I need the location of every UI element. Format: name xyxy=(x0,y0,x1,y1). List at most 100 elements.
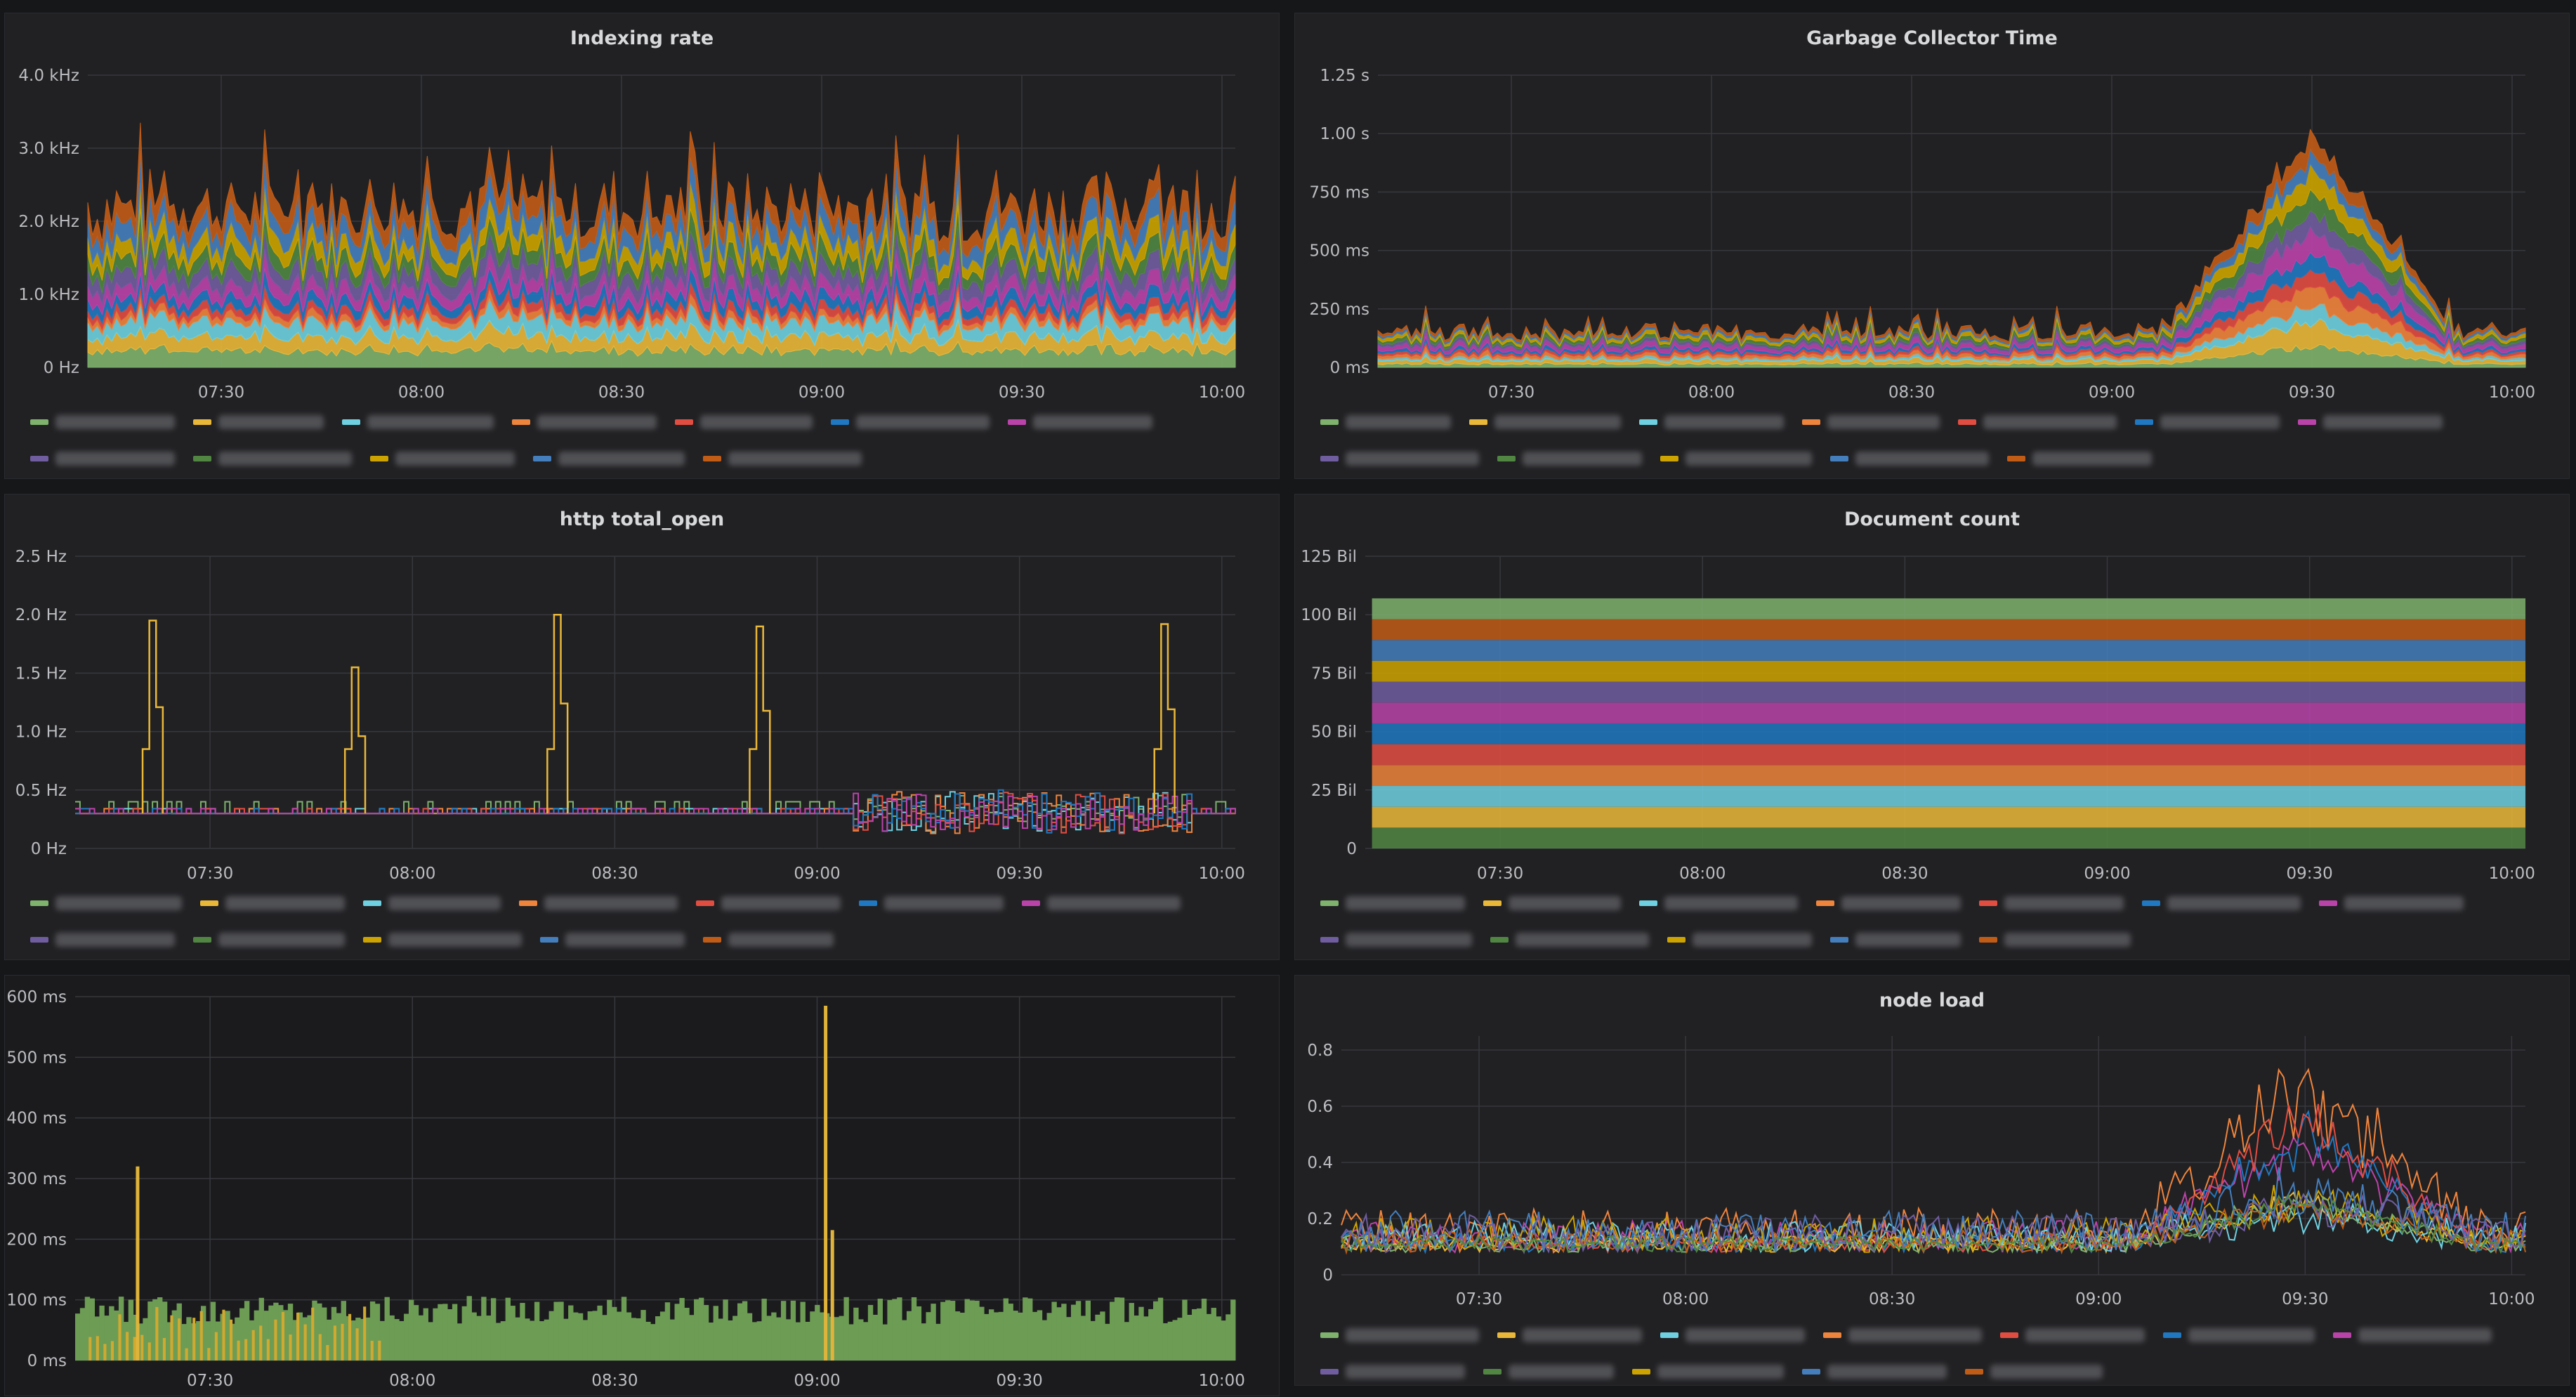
panel-title[interactable]: node load xyxy=(1879,990,1985,1011)
panel-title[interactable]: Indexing rate xyxy=(570,27,714,49)
legend-item[interactable] xyxy=(363,896,501,910)
bar xyxy=(1129,1303,1134,1360)
legend-item[interactable] xyxy=(1483,896,1621,910)
legend-item[interactable] xyxy=(1830,933,1961,947)
legend-item[interactable] xyxy=(1008,415,1152,429)
series-area xyxy=(87,122,1236,259)
bar xyxy=(515,1317,520,1360)
bar xyxy=(1061,1304,1067,1360)
legend-item[interactable] xyxy=(2000,1328,2145,1342)
legend-item[interactable] xyxy=(1639,415,1784,429)
bar-yellow xyxy=(192,1318,196,1360)
legend-item[interactable] xyxy=(1320,1365,1465,1379)
legend-item[interactable] xyxy=(1483,1365,1614,1379)
legend-item[interactable] xyxy=(2135,415,2280,429)
legend-item[interactable] xyxy=(2319,896,2464,910)
legend-item[interactable] xyxy=(1979,896,2124,910)
bar xyxy=(582,1320,589,1360)
legend-item[interactable] xyxy=(1320,896,1465,910)
legend-item[interactable] xyxy=(519,896,678,910)
legend-item[interactable] xyxy=(703,452,862,466)
bar xyxy=(379,1320,386,1360)
legend-item[interactable] xyxy=(2163,1328,2315,1342)
legend-item[interactable] xyxy=(342,415,494,429)
legend-item[interactable] xyxy=(703,933,834,947)
legend-item[interactable] xyxy=(675,415,813,429)
panel-indexing-rate[interactable]: Indexing rate 0 Hz 1.0 kHz 2.0 kHz 3.0 kHz 4… xyxy=(4,13,1280,479)
legend-item[interactable] xyxy=(1022,896,1181,910)
legend-label-redacted xyxy=(544,896,678,910)
legend-item[interactable] xyxy=(1497,452,1642,466)
legend-item[interactable] xyxy=(696,896,841,910)
panel-latency[interactable]: 0 ms 100 ms 200 ms 300 ms 400 ms 500 ms 600 ms… xyxy=(4,975,1280,1396)
legend-item[interactable] xyxy=(1816,896,1961,910)
legend-item[interactable] xyxy=(2142,896,2301,910)
legend-item[interactable] xyxy=(1958,415,2117,429)
legend-item[interactable] xyxy=(1660,452,1812,466)
legend-item[interactable] xyxy=(533,452,685,466)
legend-item[interactable] xyxy=(1830,452,1989,466)
legend-item[interactable] xyxy=(859,896,1004,910)
chart-indexing-rate: 0 Hz 1.0 kHz 2.0 kHz 3.0 kHz 4.0 kHz 07:30 08:… xyxy=(18,67,1245,402)
bar xyxy=(959,1312,966,1360)
legend-item[interactable] xyxy=(1490,933,1649,947)
panel-title[interactable]: Document count xyxy=(1844,509,2020,530)
bar-yellow xyxy=(378,1340,381,1360)
bar xyxy=(244,1301,250,1360)
legend-item[interactable] xyxy=(193,452,352,466)
legend-swatch xyxy=(1667,937,1685,943)
legend-item[interactable] xyxy=(193,933,345,947)
legend-item[interactable] xyxy=(2007,452,2152,466)
legend-item[interactable] xyxy=(1660,1328,1805,1342)
legend-item[interactable] xyxy=(193,415,324,429)
legend-item[interactable] xyxy=(1823,1328,1982,1342)
bar xyxy=(1095,1314,1100,1360)
panel-title[interactable]: Garbage Collector Time xyxy=(1806,27,2058,49)
legend-item[interactable] xyxy=(1965,1365,2103,1379)
panel-node-load[interactable]: node load 0 0.2 0.4 0.6 0.8 07:30 08:00 08:30 09… xyxy=(1294,975,2570,1386)
bar xyxy=(99,1305,105,1360)
y-tick-label: 0 xyxy=(1322,1266,1333,1285)
bar xyxy=(1051,1301,1057,1360)
panel-title[interactable]: http total_open xyxy=(559,509,725,530)
legend-item[interactable] xyxy=(30,933,175,947)
chart-latency: 0 ms 100 ms 200 ms 300 ms 400 ms 500 ms 600 ms… xyxy=(6,988,1245,1390)
legend-item[interactable] xyxy=(1320,933,1472,947)
bar xyxy=(360,1318,366,1360)
x-tick-label: 08:30 xyxy=(598,383,645,402)
bar xyxy=(553,1301,559,1360)
panel-garbage-collector-time[interactable]: Garbage Collector Time 0 ms 250 ms 500 ms 7… xyxy=(1294,13,2570,479)
legend-item[interactable] xyxy=(200,896,345,910)
legend-item[interactable] xyxy=(540,933,685,947)
legend-item[interactable] xyxy=(1632,1365,1784,1379)
legend-item[interactable] xyxy=(30,896,182,910)
legend-item[interactable] xyxy=(1639,896,1798,910)
legend-item[interactable] xyxy=(2298,415,2443,429)
legend-item[interactable] xyxy=(363,933,522,947)
legend-item[interactable] xyxy=(831,415,990,429)
legend-item[interactable] xyxy=(1802,415,1940,429)
legend-item[interactable] xyxy=(1320,452,1479,466)
legend-item[interactable] xyxy=(1320,415,1451,429)
legend-item[interactable] xyxy=(1320,1328,1479,1342)
legend-label-redacted xyxy=(1346,1365,1465,1379)
legend-item[interactable] xyxy=(1497,1328,1642,1342)
legend-item[interactable] xyxy=(1979,933,2131,947)
y-tick-label: 1.25 s xyxy=(1320,67,1369,85)
bar xyxy=(698,1297,704,1360)
legend-item[interactable] xyxy=(370,452,515,466)
panel-document-count[interactable]: Document count 0 25 Bil 50 Bil 75 Bil 100 Bi… xyxy=(1294,494,2570,960)
bar-yellow xyxy=(147,1342,151,1360)
legend-item[interactable] xyxy=(1667,933,1812,947)
bar xyxy=(771,1312,777,1360)
legend-item[interactable] xyxy=(512,415,657,429)
legend-label-redacted xyxy=(1509,896,1621,910)
legend-item[interactable] xyxy=(30,452,175,466)
legend-item[interactable] xyxy=(2333,1328,2492,1342)
legend-item[interactable] xyxy=(1802,1365,1947,1379)
legend-item[interactable] xyxy=(1469,415,1621,429)
chart-http-total-open: 0 Hz 0.5 Hz 1.0 Hz 1.5 Hz 2.0 Hz 2.5 Hz 07:30 0… xyxy=(15,548,1245,883)
legend-label-redacted xyxy=(1047,896,1181,910)
legend-item[interactable] xyxy=(30,415,175,429)
panel-http-total-open[interactable]: http total_open 0 Hz 0.5 Hz 1.0 Hz 1.5 Hz 2.… xyxy=(4,494,1280,960)
